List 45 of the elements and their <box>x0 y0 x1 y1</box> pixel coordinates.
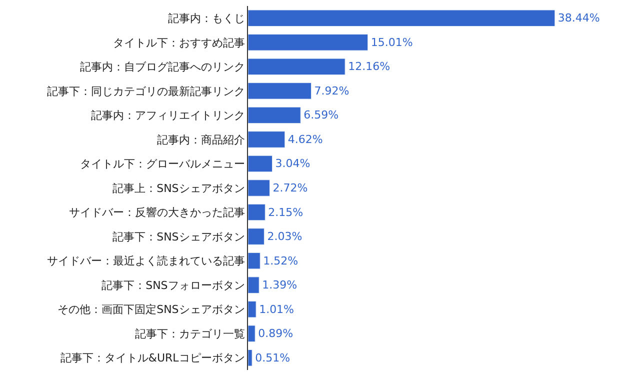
y-tick-label: 記事内：自ブログ記事へのリンク <box>80 60 245 74</box>
y-tick-label: 記事下：タイトル&URLコピーボタン <box>60 352 245 365</box>
data-label: 0.51% <box>255 351 290 364</box>
data-label: 7.92% <box>314 84 350 98</box>
y-tick-label: 記事下：SNSフォローボタン <box>102 278 245 292</box>
data-label: 0.89% <box>258 327 294 340</box>
data-label: 1.01% <box>259 302 294 316</box>
y-tick-label: 記事内：もくじ <box>168 12 245 25</box>
y-tick-label: 記事下：同じカテゴリの最新記事リンク <box>46 84 245 98</box>
bar <box>248 204 266 221</box>
y-tick-label: タイトル下：おすすめ記事 <box>112 36 245 50</box>
bar <box>248 82 312 100</box>
y-tick-label: 記事内：商品紹介 <box>156 133 245 146</box>
bar <box>248 131 286 148</box>
y-tick-label: サイドバー：反響の大きかった記事 <box>68 206 245 220</box>
bar <box>248 276 260 294</box>
bar <box>248 58 346 76</box>
y-tick-label: 記事下：カテゴリ一覧 <box>134 327 245 340</box>
y-tick-label: 記事内：アフィリエイトリンク <box>90 109 245 122</box>
data-label: 2.72% <box>272 182 308 194</box>
bar <box>248 180 270 196</box>
data-label: 1.39% <box>262 278 298 292</box>
data-label: 2.15% <box>268 206 304 219</box>
data-label: 3.04% <box>275 157 310 170</box>
y-tick-label: その他：画面下固定SNSシェアボタン <box>58 303 245 316</box>
data-label: 1.52% <box>263 254 298 268</box>
bar <box>248 325 256 342</box>
bar <box>248 300 256 318</box>
data-label: 15.01% <box>370 36 413 49</box>
y-tick-label: 記事上：SNSシェアボタン <box>112 182 245 195</box>
y-tick-label: タイトル下：グローバルメニュー <box>80 158 245 171</box>
data-label: 6.59% <box>304 108 339 122</box>
bar <box>248 349 252 366</box>
bar <box>248 106 301 124</box>
data-label: 2.03% <box>267 230 302 244</box>
y-tick-label: 記事下：SNSシェアボタン <box>112 230 245 244</box>
bar <box>248 228 264 245</box>
bar <box>248 155 273 172</box>
y-tick-label: サイドバー：最近よく読まれている記事 <box>46 254 245 268</box>
bar <box>248 252 260 270</box>
bar <box>248 10 556 27</box>
data-label: 12.16% <box>348 60 390 74</box>
data-label: 4.62% <box>288 132 323 146</box>
bar <box>248 34 368 51</box>
data-label: 38.44% <box>558 12 600 25</box>
